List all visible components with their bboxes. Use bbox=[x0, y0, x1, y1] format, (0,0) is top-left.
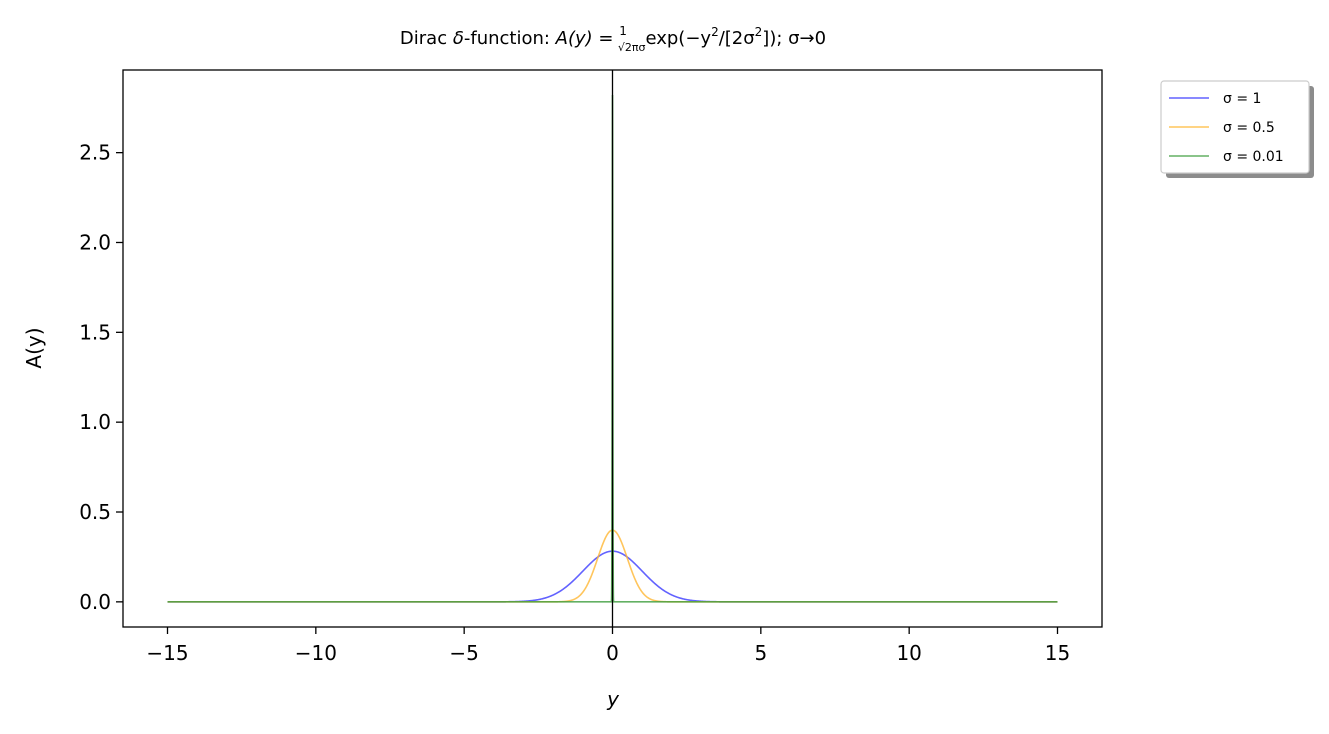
x-tick-label-0: −15 bbox=[146, 641, 188, 665]
x-tick-label-5: 10 bbox=[896, 641, 921, 665]
title-rhs-a: exp(−y bbox=[645, 28, 711, 49]
legend-label-0: σ = 1 bbox=[1223, 91, 1261, 107]
y-tick-label-4: 2.0 bbox=[79, 230, 111, 254]
x-tick-label-3: 0 bbox=[606, 641, 619, 665]
title-superscript-2: 2 bbox=[755, 25, 763, 39]
series-line-2 bbox=[167, 94, 1058, 603]
title-lhs: A(y) = bbox=[555, 28, 620, 49]
y-tick-label-2: 1.0 bbox=[79, 410, 111, 434]
legend-label-2: σ = 0.01 bbox=[1223, 149, 1284, 165]
y-tick-label-3: 1.5 bbox=[79, 320, 111, 344]
legend-label-1: σ = 0.5 bbox=[1223, 120, 1275, 136]
x-tick-label-6: 15 bbox=[1045, 641, 1070, 665]
series-group bbox=[167, 70, 1058, 627]
y-tick-label-1: 0.5 bbox=[79, 500, 111, 524]
y-axis-label: A(y) bbox=[22, 327, 46, 368]
title-fraction-numerator: 1 bbox=[619, 24, 627, 38]
title-rhs-b: /[2σ bbox=[719, 28, 755, 49]
title-fraction-denominator: √2πσ bbox=[618, 41, 646, 54]
title-superscript-1: 2 bbox=[711, 25, 719, 39]
legend: σ = 1 σ = 0.5 σ = 0.01 bbox=[1160, 80, 1314, 178]
y-tick-label-0: 0.0 bbox=[79, 590, 111, 614]
title-rhs-c: ]); σ→0 bbox=[762, 28, 826, 49]
legend-box bbox=[1160, 80, 1310, 174]
x-tick-label-1: −10 bbox=[295, 641, 337, 665]
title-middle: -function: bbox=[464, 28, 556, 49]
axes-group: −15 −10 −5 0 5 10 15 0.0 0.5 1.0 1.5 2.0 2.5 bbox=[79, 69, 1103, 665]
x-axis-label: y bbox=[606, 687, 620, 711]
x-tick-label-2: −5 bbox=[449, 641, 478, 665]
y-tick-label-5: 2.5 bbox=[79, 141, 111, 165]
x-tick-label-4: 5 bbox=[754, 641, 767, 665]
title-prefix: Dirac bbox=[400, 28, 453, 49]
chart-title: Dirac δ-function: A(y) = 1 √2πσexp(−y2/[2… bbox=[400, 24, 826, 54]
title-delta: δ bbox=[453, 28, 464, 49]
